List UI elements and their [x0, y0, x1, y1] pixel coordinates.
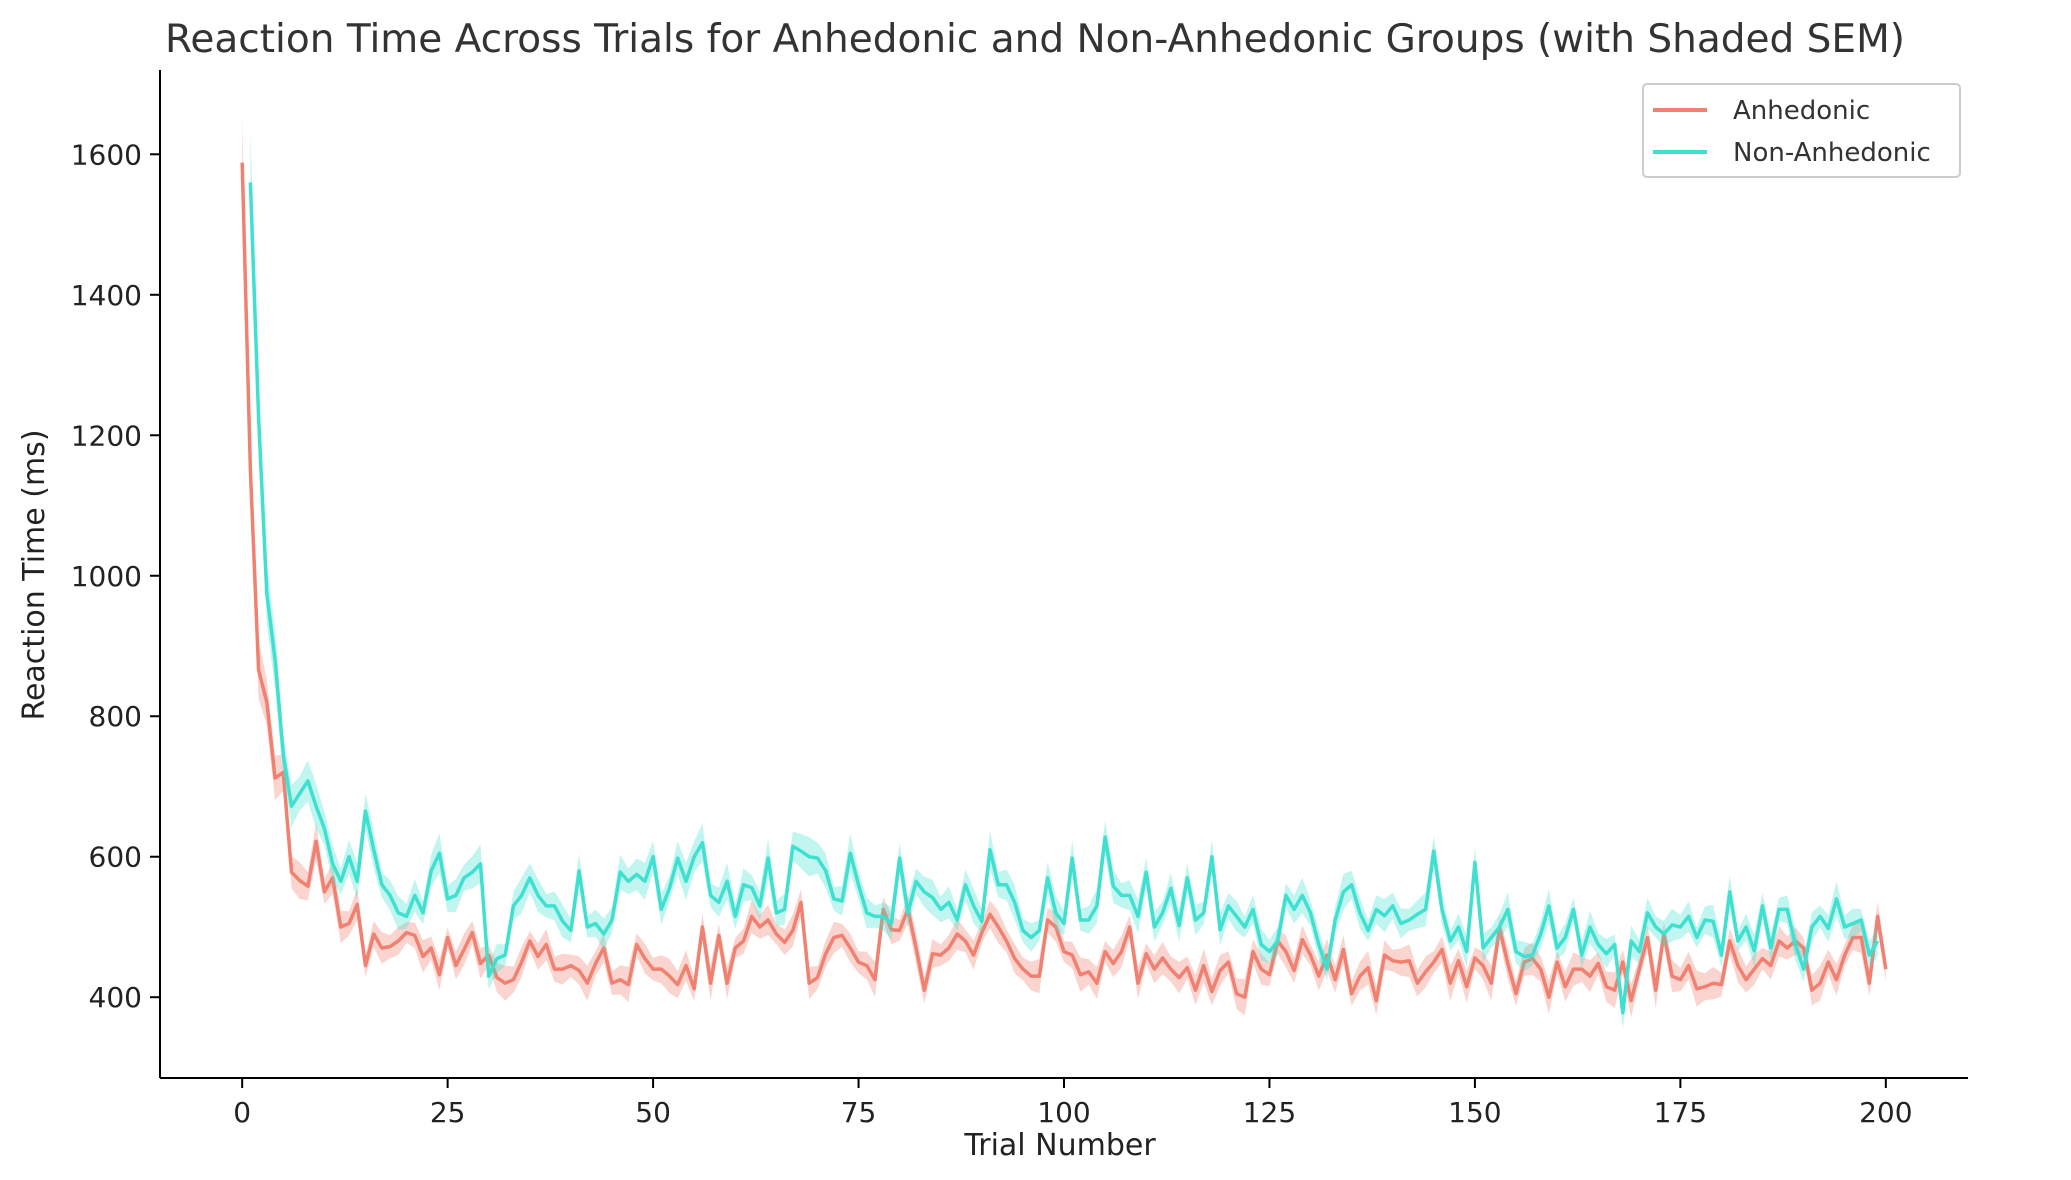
x-tick-label: 175: [1654, 1096, 1707, 1129]
x-tick-label: 25: [430, 1096, 466, 1129]
sem-band-anhedonic: [242, 117, 1886, 1018]
y-tick-label: 800: [89, 700, 142, 733]
x-tick-label: 200: [1859, 1096, 1912, 1129]
y-tick-label: 1400: [71, 279, 142, 312]
series-anhedonic: [240, 117, 1888, 1018]
x-tick-label: 75: [841, 1096, 877, 1129]
x-axis-label: Trial Number: [963, 1128, 1156, 1163]
legend-label-anhedonic: Anhedonic: [1733, 96, 1870, 126]
series-line-anhedonic: [240, 162, 1888, 1003]
series-non-anhedonic: [248, 132, 1880, 1029]
legend-label-non-anhedonic: Non-Anhedonic: [1733, 138, 1931, 168]
legend: Anhedonic Non-Anhedonic: [1642, 83, 1961, 178]
y-axis-ticks: 400 600 800 1000 1200 1400 1600: [71, 138, 160, 1014]
x-tick-label: 50: [635, 1096, 671, 1129]
chart-title: Reaction Time Across Trials for Anhedoni…: [165, 17, 1905, 62]
plot-area: [240, 117, 1888, 1029]
x-tick-label: 125: [1243, 1096, 1296, 1129]
y-axis-label: Reaction Time (ms): [17, 429, 52, 720]
y-tick-label: 400: [89, 981, 142, 1014]
y-tick-label: 1200: [71, 419, 142, 452]
legend-box: [1642, 83, 1961, 178]
x-tick-label: 0: [233, 1096, 251, 1129]
x-tick-label: 100: [1037, 1096, 1090, 1129]
sem-band-non-anhedonic: [250, 132, 1878, 1029]
series-line-non-anhedonic: [248, 182, 1880, 1015]
y-tick-label: 1600: [71, 138, 142, 171]
y-tick-label: 1000: [71, 560, 142, 593]
y-tick-label: 600: [89, 841, 142, 874]
x-tick-label: 150: [1448, 1096, 1501, 1129]
x-axis-ticks: 0 25 50 75 100 125 150 175 200: [233, 1078, 1913, 1129]
